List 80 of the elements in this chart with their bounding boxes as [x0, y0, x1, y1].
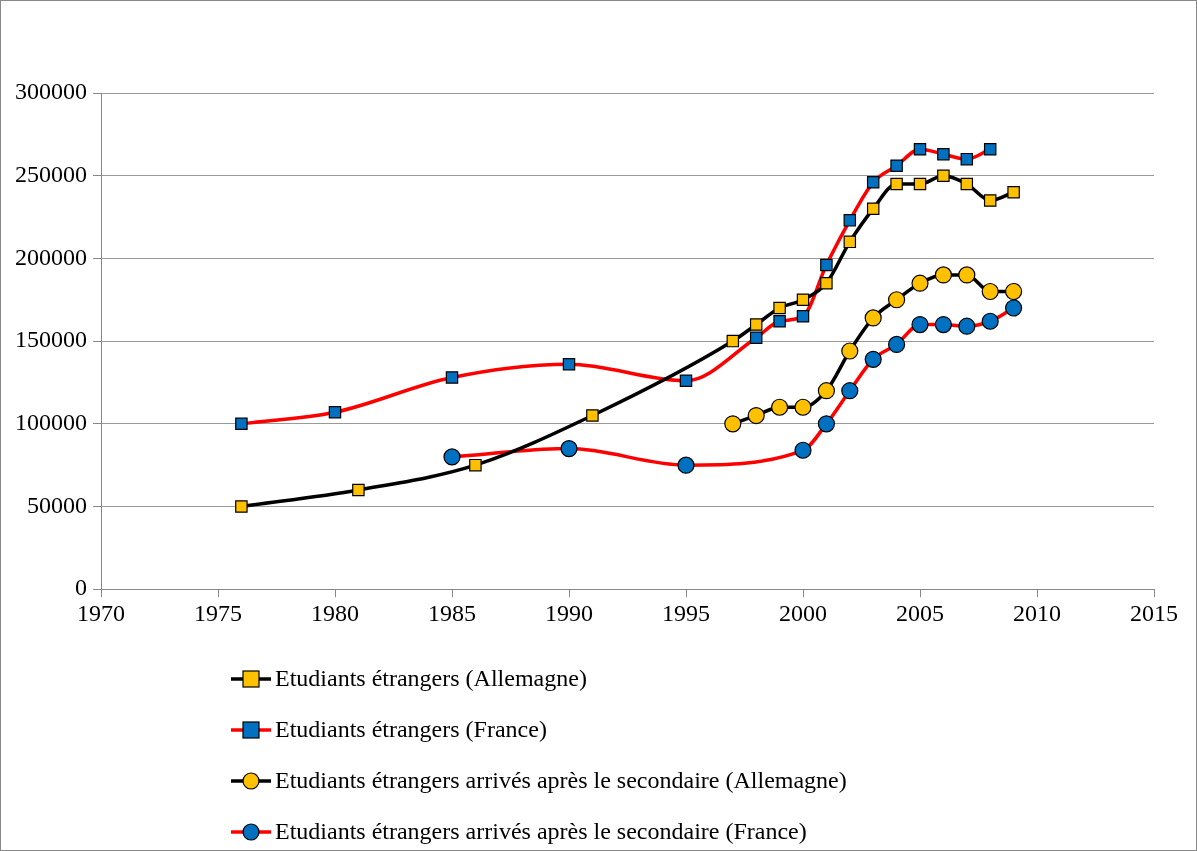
point [677, 456, 695, 474]
point [890, 177, 903, 191]
point [726, 334, 740, 348]
point [958, 266, 976, 284]
x-tick-label: 2010 [1013, 599, 1061, 626]
point [934, 266, 952, 284]
point [890, 159, 903, 173]
point [328, 405, 342, 419]
point [679, 374, 693, 388]
point [749, 331, 763, 345]
legend-label: Etudiants étrangers (Allemagne) [275, 665, 587, 692]
point [235, 417, 248, 431]
y-tick-label: 100000 [15, 409, 87, 436]
point [586, 409, 599, 422]
point [937, 169, 950, 182]
legend-label: Etudiants étrangers arrivés après le secondaire (France) [275, 818, 807, 845]
y-tick-label: 200000 [15, 243, 87, 270]
point [888, 335, 906, 354]
point [913, 142, 927, 156]
x-tick-label: 1995 [662, 599, 710, 626]
x-tick-label: 2000 [779, 599, 827, 626]
point [911, 315, 929, 334]
point [817, 415, 835, 433]
point [841, 382, 859, 400]
point [817, 382, 835, 400]
point [562, 358, 576, 371]
point [1005, 282, 1023, 301]
point [820, 276, 833, 290]
point [820, 258, 833, 272]
point [958, 317, 976, 335]
point [981, 282, 999, 301]
point [747, 406, 765, 425]
y-tick-label: 50000 [27, 491, 87, 518]
point [796, 310, 810, 323]
point [1005, 299, 1023, 317]
point [866, 176, 880, 189]
legend-label: Etudiants étrangers arrivés après le secondaire (Allemagne) [275, 767, 847, 794]
point [443, 448, 461, 466]
point [983, 142, 997, 156]
x-tick-label: 2015 [1130, 599, 1178, 626]
y-tick-label: 0 [75, 574, 87, 601]
point [983, 194, 997, 207]
point [888, 291, 906, 309]
point [864, 350, 882, 368]
point [445, 371, 459, 384]
point [937, 147, 950, 161]
point [1007, 185, 1020, 199]
point [934, 315, 952, 334]
point [469, 458, 482, 472]
point [352, 483, 365, 497]
point [794, 398, 812, 416]
point [864, 309, 882, 327]
y-tick-label: 150000 [15, 326, 87, 353]
legend-label: Etudiants étrangers (France) [275, 716, 547, 743]
x-tick-label: 2005 [896, 599, 944, 626]
point [866, 202, 880, 216]
point [773, 301, 786, 315]
x-tick-label: 1985 [428, 599, 476, 626]
y-tick-label: 300000 [15, 78, 87, 105]
point [771, 398, 789, 416]
point [560, 440, 578, 458]
x-tick-label: 1980 [311, 599, 359, 626]
point [913, 177, 927, 191]
point [841, 342, 859, 360]
x-tick-label: 1975 [194, 599, 242, 626]
point [235, 500, 248, 513]
point [749, 318, 763, 331]
x-tick-label: 1990 [545, 599, 593, 626]
point [960, 152, 974, 166]
point [843, 235, 857, 249]
point [911, 274, 929, 292]
point [796, 293, 810, 307]
point [960, 177, 974, 191]
point [773, 315, 786, 328]
point [794, 441, 812, 459]
point [981, 312, 999, 330]
point [843, 214, 857, 227]
point [724, 415, 742, 433]
x-tick-label: 1970 [77, 599, 125, 626]
y-tick-label: 250000 [15, 161, 87, 187]
